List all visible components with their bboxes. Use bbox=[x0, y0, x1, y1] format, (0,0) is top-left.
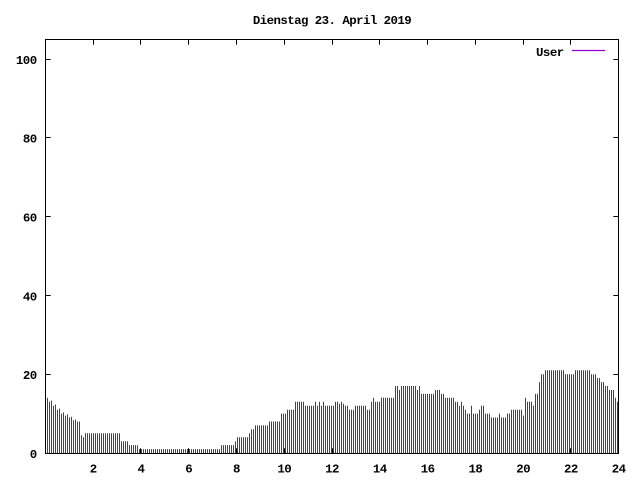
svg-text:6: 6 bbox=[185, 462, 192, 476]
svg-text:0: 0 bbox=[30, 448, 37, 462]
svg-text:80: 80 bbox=[23, 133, 37, 147]
svg-text:8: 8 bbox=[233, 462, 240, 476]
svg-text:20: 20 bbox=[23, 369, 37, 383]
svg-text:40: 40 bbox=[23, 290, 37, 304]
svg-text:4: 4 bbox=[137, 462, 145, 476]
svg-text:22: 22 bbox=[564, 462, 578, 476]
svg-text:User: User bbox=[536, 46, 564, 60]
svg-text:20: 20 bbox=[516, 462, 530, 476]
svg-text:18: 18 bbox=[469, 462, 483, 476]
svg-text:12: 12 bbox=[325, 462, 339, 476]
svg-text:Dienstag 23. April 2019: Dienstag 23. April 2019 bbox=[253, 14, 411, 28]
svg-text:14: 14 bbox=[373, 462, 388, 476]
svg-text:100: 100 bbox=[16, 54, 37, 68]
svg-text:2: 2 bbox=[90, 462, 97, 476]
svg-text:10: 10 bbox=[277, 462, 291, 476]
svg-text:24: 24 bbox=[612, 462, 627, 476]
svg-text:60: 60 bbox=[23, 212, 37, 226]
svg-text:16: 16 bbox=[421, 462, 435, 476]
